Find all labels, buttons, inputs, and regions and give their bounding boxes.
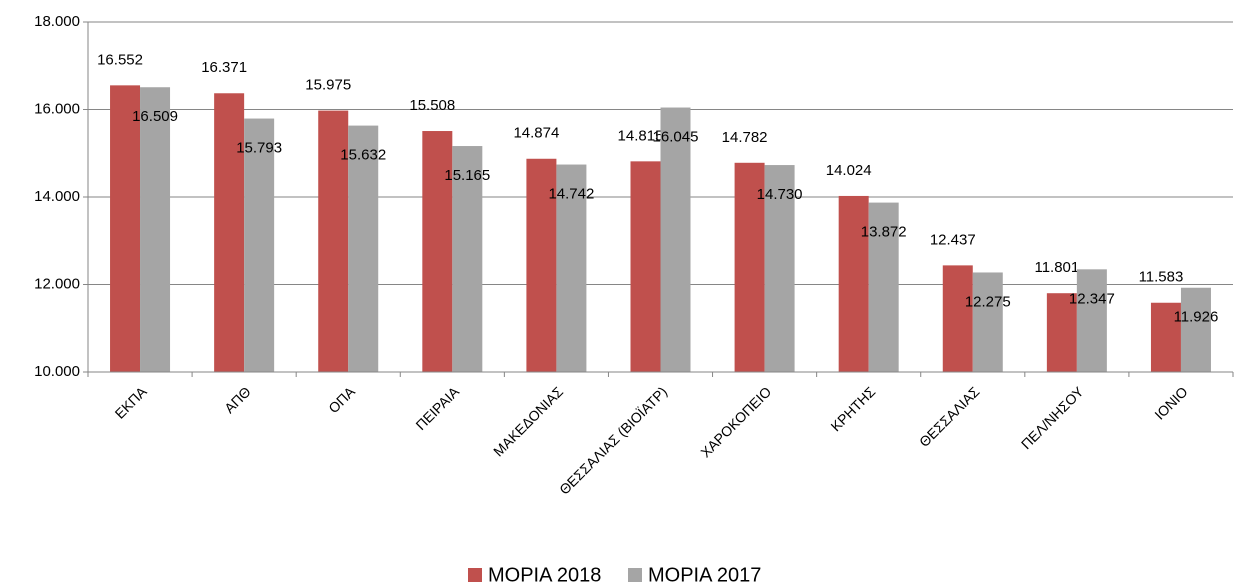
data-label: 14.782 bbox=[722, 129, 768, 146]
bar bbox=[660, 107, 691, 372]
bar bbox=[838, 195, 869, 372]
x-tick-label: ΑΠΘ bbox=[221, 383, 254, 416]
data-label: 13.872 bbox=[861, 224, 907, 241]
bar bbox=[942, 265, 973, 372]
bar bbox=[1180, 287, 1211, 372]
bar bbox=[972, 272, 1003, 372]
data-label: 16.509 bbox=[132, 108, 178, 125]
y-tick-label: 18.000 bbox=[34, 13, 80, 30]
bar bbox=[452, 146, 483, 372]
data-label: 12.275 bbox=[965, 293, 1011, 310]
bar bbox=[734, 162, 765, 372]
data-label: 14.815 bbox=[618, 127, 664, 144]
legend-label: ΜΟΡΙΑ 2018 bbox=[488, 564, 601, 584]
bar bbox=[868, 202, 899, 372]
y-tick-label: 16.000 bbox=[34, 100, 80, 117]
x-tick-label: ΘΕΣΣΑΛΙΑΣ (ΒΙΟΪΑΤΡ) bbox=[556, 383, 670, 497]
x-tick-label: ΧΑΡΟΚΟΠΕΙΟ bbox=[697, 383, 774, 460]
data-label: 14.742 bbox=[548, 186, 594, 203]
bar bbox=[348, 125, 379, 372]
data-label: 15.793 bbox=[236, 140, 282, 157]
data-label: 14.874 bbox=[513, 125, 559, 142]
legend-label: ΜΟΡΙΑ 2017 bbox=[648, 564, 761, 584]
legend-swatch bbox=[468, 568, 482, 582]
data-label: 16.371 bbox=[201, 59, 247, 76]
legend-swatch bbox=[628, 568, 642, 582]
bar bbox=[140, 87, 171, 372]
bar bbox=[422, 131, 453, 372]
bar bbox=[214, 93, 245, 373]
x-tick-label: ΙΟΝΙΟ bbox=[1151, 383, 1190, 422]
y-tick-label: 12.000 bbox=[34, 275, 80, 292]
data-label: 11.801 bbox=[1034, 259, 1079, 276]
bar bbox=[1150, 302, 1181, 372]
y-tick-label: 14.000 bbox=[34, 188, 80, 205]
bar bbox=[526, 158, 557, 372]
data-label: 12.437 bbox=[930, 231, 976, 248]
data-label: 16.045 bbox=[653, 129, 699, 146]
bar bbox=[1076, 269, 1107, 372]
data-label: 12.347 bbox=[1069, 290, 1115, 307]
bar bbox=[318, 110, 349, 372]
bar bbox=[244, 118, 275, 373]
x-tick-label: ΟΠΑ bbox=[325, 383, 358, 416]
y-tick-label: 10.000 bbox=[34, 363, 80, 380]
bar bbox=[764, 165, 795, 372]
x-tick-label: ΜΑΚΕΔΟΝΙΑΣ bbox=[490, 383, 566, 459]
bar bbox=[110, 85, 141, 372]
bar bbox=[556, 164, 587, 372]
bar bbox=[630, 161, 661, 372]
bar bbox=[1046, 293, 1077, 372]
data-label: 15.508 bbox=[409, 97, 455, 114]
x-tick-label: ΘΕΣΣΑΛΙΑΣ bbox=[916, 383, 983, 450]
data-label: 15.632 bbox=[340, 147, 386, 164]
data-label: 14.024 bbox=[826, 162, 872, 179]
data-label: 11.926 bbox=[1174, 309, 1219, 326]
data-label: 14.730 bbox=[757, 186, 803, 203]
data-label: 16.552 bbox=[97, 51, 143, 68]
data-label: 15.975 bbox=[305, 77, 351, 94]
data-label: 11.583 bbox=[1139, 269, 1184, 286]
x-tick-label: ΠΕΛ/ΝΗΣΟΥ bbox=[1018, 383, 1087, 452]
x-tick-label: ΠΕΙΡΑΙΑ bbox=[412, 383, 462, 433]
data-label: 15.165 bbox=[444, 167, 490, 184]
x-tick-label: ΕΚΠΑ bbox=[112, 383, 151, 422]
x-tick-label: ΚΡΗΤΗΣ bbox=[827, 383, 878, 434]
